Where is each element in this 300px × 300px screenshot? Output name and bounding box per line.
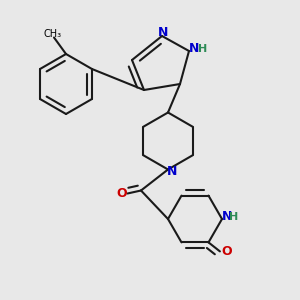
Text: H: H [198,44,207,55]
Text: O: O [117,187,128,200]
Text: N: N [167,165,177,178]
Text: CH₃: CH₃ [44,28,62,39]
Text: H: H [229,212,238,223]
Text: N: N [189,42,199,55]
Text: N: N [158,26,169,39]
Text: N: N [222,210,232,223]
Text: O: O [221,245,232,259]
